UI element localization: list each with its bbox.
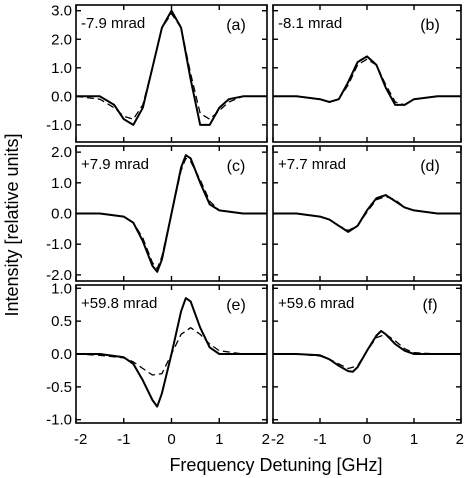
series-dashed: [76, 157, 267, 270]
panel-label: (d): [420, 158, 440, 175]
panel-e: 1.0 0.5 0.0 -0.5 -1.0-2 -1 0 1 2 +59.8 mrad (e): [46, 280, 270, 448]
y-tick-label: -1.0: [46, 412, 72, 429]
panel-label: (b): [420, 17, 440, 34]
series-dashed: [75, 12, 267, 120]
y-tick-label: -1.0: [46, 236, 72, 253]
panel-annotation: +59.6 mrad: [278, 295, 354, 312]
x-tick-label: 0: [363, 431, 371, 448]
y-tick-label: 0.5: [51, 313, 72, 330]
y-tick-label: 2.0: [51, 31, 72, 48]
panel-c: 2.0 1.0 0.0 -1.0 -2.0 +7.9 mrad (c): [46, 144, 268, 284]
y-tick-label: 1.0: [51, 60, 72, 77]
x-tick-label: -1: [313, 431, 326, 448]
series-dashed: [273, 58, 461, 106]
series-solid: [273, 55, 461, 106]
x-axis-label: Frequency Detuning [GHz]: [169, 455, 382, 475]
panel-label: (f): [422, 297, 437, 314]
panel-label: (e): [226, 297, 246, 314]
panel-label: (a): [226, 17, 246, 34]
panel-d: +7.7 mrad (d): [272, 145, 462, 282]
y-tick-label: -2.0: [46, 267, 72, 284]
x-tick-label: -2: [74, 431, 87, 448]
panel-annotation: -8.1 mrad: [278, 15, 342, 32]
y-tick-label: 1.0: [51, 175, 72, 192]
series-dashed: [273, 333, 461, 370]
panel-annotation: +7.7 mrad: [278, 156, 346, 173]
x-tick-label: -1: [117, 431, 130, 448]
panel-annotation: -7.9 mrad: [81, 15, 145, 32]
series-dashed: [75, 327, 267, 376]
x-tick-label: 1: [410, 431, 418, 448]
panel-annotation: +7.9 mrad: [81, 156, 149, 173]
panel-label: (c): [227, 158, 246, 175]
panel-f: -2 -1 0 1 2 +59.6 mrad (f): [271, 284, 464, 448]
series-dashed: [273, 195, 461, 232]
panel-a: 3.0 2.0 1.0 0.0 -1.0 -7.9 mrad (a): [46, 3, 268, 143]
panels: 3.0 2.0 1.0 0.0 -1.0 -7.9 mrad (a) -8.1 mrad (b)…: [46, 3, 464, 448]
y-tick-label: 3.0: [51, 3, 72, 20]
panel-annotation: +59.8 mrad: [81, 295, 157, 312]
y-tick-label: 0.0: [51, 346, 72, 363]
y-tick-label: 0.0: [51, 206, 72, 223]
x-tick-label: 0: [167, 431, 175, 448]
series-solid: [76, 297, 267, 408]
x-tick-label: -2: [271, 431, 284, 448]
y-axis-label: Intensity [relative units]: [2, 133, 22, 316]
y-tick-label: 1.0: [51, 280, 72, 297]
panel-b: -8.1 mrad (b): [272, 4, 462, 143]
y-tick-label: -1.0: [46, 117, 72, 134]
series-solid: [76, 9, 267, 126]
y-tick-label: 0.0: [51, 88, 72, 105]
y-tick-label: -0.5: [46, 379, 72, 396]
x-tick-label: 2: [262, 431, 270, 448]
y-tick-label: 2.0: [51, 144, 72, 161]
x-tick-label: 2: [456, 431, 464, 448]
x-tick-label: 1: [215, 431, 223, 448]
